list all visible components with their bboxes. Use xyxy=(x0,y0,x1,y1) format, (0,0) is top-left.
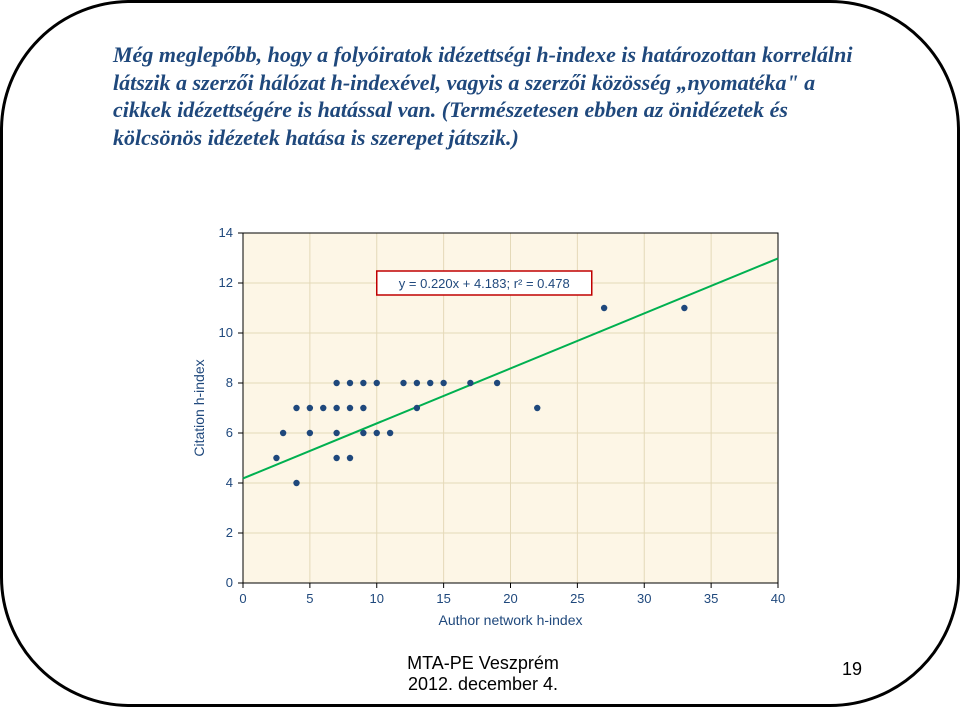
scatter-chart: 0 5 10 15 20 25 30 35 40 0 2 4 6 8 10 12 14 Author networ… xyxy=(188,223,793,633)
svg-text:20: 20 xyxy=(503,591,517,606)
svg-text:35: 35 xyxy=(704,591,718,606)
footer-line2: 2012. december 4. xyxy=(408,674,558,694)
heading-text: Még meglepőbb, hogy a folyóiratok idézet… xyxy=(113,41,853,151)
svg-text:0: 0 xyxy=(226,575,233,590)
svg-text:0: 0 xyxy=(239,591,246,606)
footer-line1: MTA-PE Veszprém xyxy=(407,653,559,673)
svg-text:10: 10 xyxy=(219,325,233,340)
footer: MTA-PE Veszprém 2012. december 4. xyxy=(3,653,960,696)
svg-text:5: 5 xyxy=(306,591,313,606)
svg-text:12: 12 xyxy=(219,275,233,290)
svg-text:4: 4 xyxy=(226,475,233,490)
svg-text:6: 6 xyxy=(226,425,233,440)
svg-text:Citation h-index: Citation h-index xyxy=(191,359,207,456)
svg-text:25: 25 xyxy=(570,591,584,606)
page-number: 19 xyxy=(842,659,862,680)
svg-text:y = 0.220x + 4.183; r² = 0.478: y = 0.220x + 4.183; r² = 0.478 xyxy=(399,276,570,291)
chart-svg: 0 5 10 15 20 25 30 35 40 0 2 4 6 8 10 12 14 Author networ… xyxy=(188,223,793,633)
svg-text:40: 40 xyxy=(771,591,785,606)
svg-text:Author network h-index: Author network h-index xyxy=(439,612,583,628)
slide-frame: Még meglepőbb, hogy a folyóiratok idézet… xyxy=(0,0,960,707)
svg-text:15: 15 xyxy=(436,591,450,606)
svg-text:10: 10 xyxy=(370,591,384,606)
svg-text:2: 2 xyxy=(226,525,233,540)
svg-text:8: 8 xyxy=(226,375,233,390)
svg-text:30: 30 xyxy=(637,591,651,606)
svg-text:14: 14 xyxy=(219,225,233,240)
